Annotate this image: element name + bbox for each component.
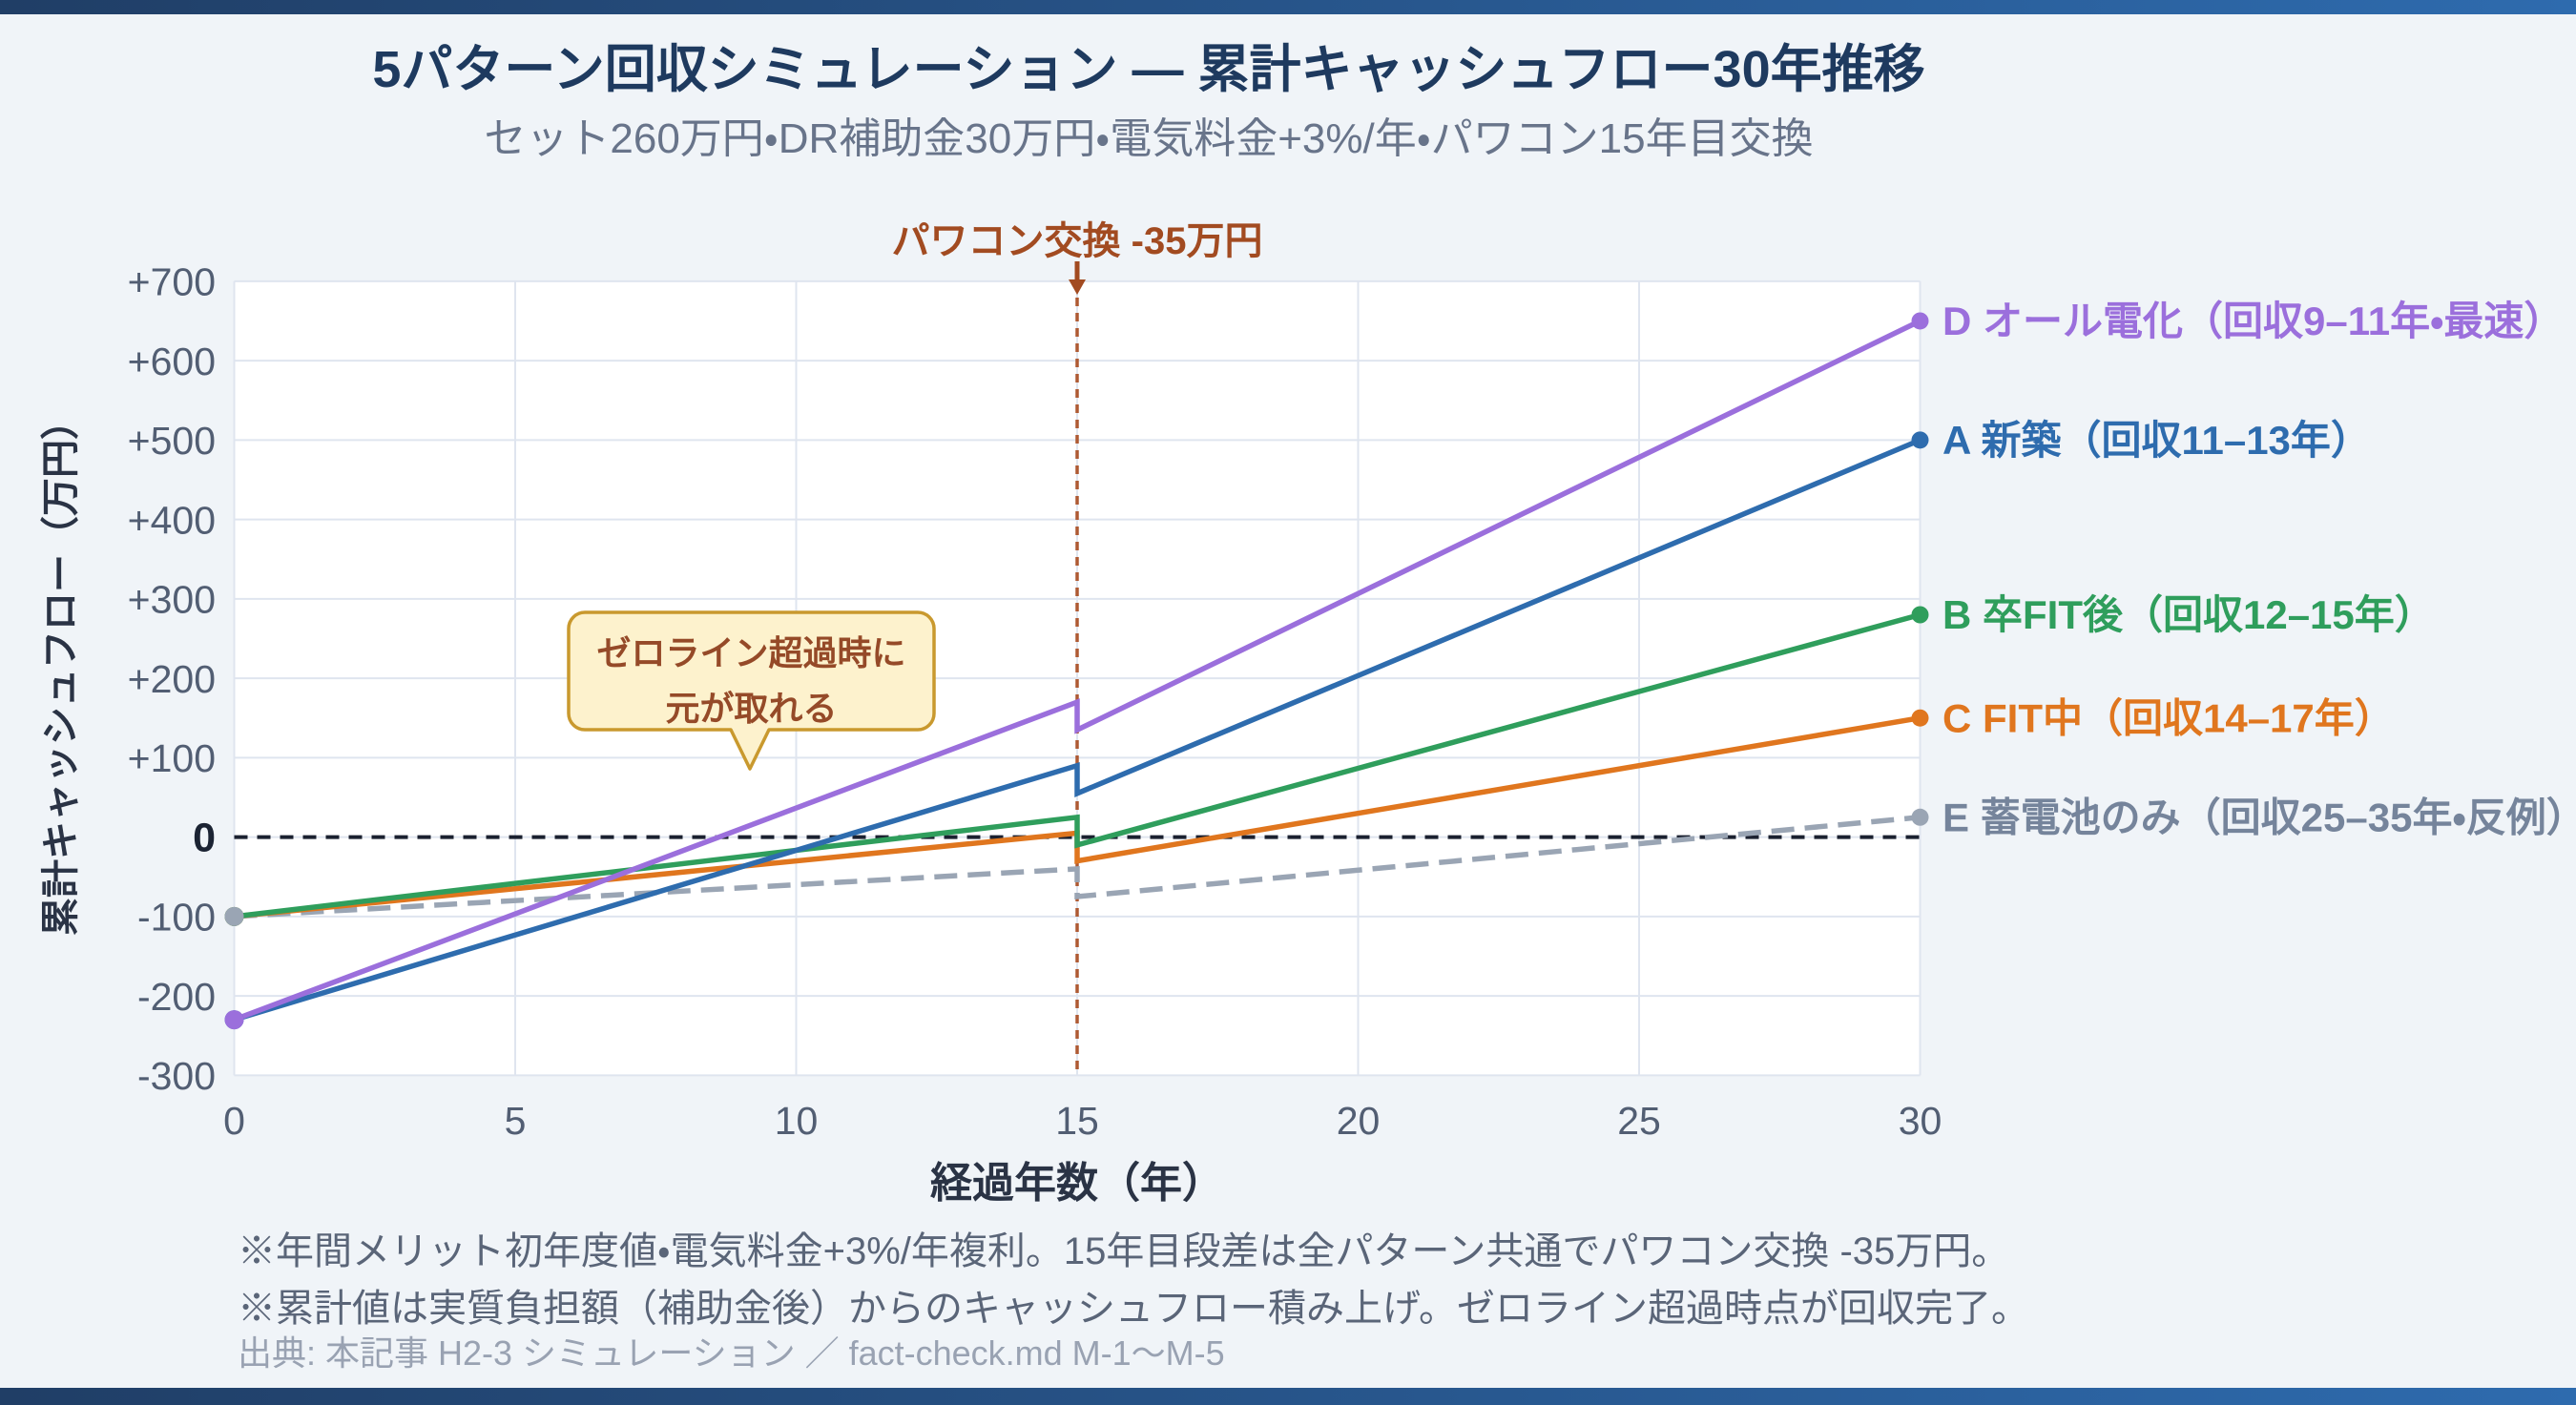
x-tick-label-10: 10	[775, 1099, 819, 1143]
y-tick-label-400: +400	[128, 498, 216, 542]
y-tick-label--200: -200	[137, 975, 216, 1019]
y-tick-label-300: +300	[128, 578, 216, 622]
event-line-label: パワコン交換 -35万円	[892, 220, 1263, 262]
y-tick-label-100: +100	[128, 736, 216, 780]
y-tick-label-500: +500	[128, 419, 216, 463]
y-tick-label-0: 0	[193, 815, 216, 860]
event-arrow-head-icon	[1069, 279, 1086, 295]
footnote-line-2: ※累計値は実質負担額（補助金後）からのキャッシュフロー積み上げ。ゼロライン超過時…	[238, 1288, 2029, 1330]
x-tick-label-0: 0	[223, 1099, 245, 1143]
chart-title: 5パターン回収シミュレーション ― 累計キャッシュフロー30年推移	[372, 41, 1925, 98]
callout-text-line-1: ゼロライン超過時に	[596, 633, 905, 672]
callout-bubble	[567, 610, 936, 771]
y-tick-label--300: -300	[137, 1054, 216, 1098]
x-tick-label-25: 25	[1617, 1099, 1661, 1143]
footnote-line-1: ※年間メリット初年度値・電気料金+3%/年複利。15年目段差は全パターン共通でパ…	[238, 1230, 2010, 1272]
series-line-B	[234, 611, 1922, 919]
series-line-D	[233, 319, 1922, 1023]
x-axis-title: 経過年数（年）	[930, 1160, 1224, 1207]
series-end-dot-D	[1911, 312, 1929, 330]
series-end-dot-C	[1911, 709, 1929, 727]
series-end-dot-B	[1911, 606, 1929, 624]
source-note: 出典: 本記事 H2-3 シミュレーション ／ fact-check.md M-…	[238, 1333, 1225, 1373]
y-tick-label-600: +600	[128, 340, 216, 383]
chart-subtitle: セット260万円・DR補助金30万円・電気料金+3%/年・パワコン15年目交換	[484, 115, 1814, 162]
series-start-dot-D	[224, 1010, 244, 1030]
series-start-dot-E	[224, 906, 244, 926]
series-line-A	[233, 437, 1922, 1023]
x-tick-label-5: 5	[505, 1099, 527, 1143]
x-tick-label-15: 15	[1055, 1099, 1099, 1143]
x-tick-label-20: 20	[1337, 1099, 1381, 1143]
y-tick-label-200: +200	[128, 657, 216, 701]
top-accent-bar	[0, 0, 2576, 14]
y-axis-title: 累計キャッシュフロー（万円）	[40, 402, 82, 936]
y-tick-label-700: +700	[128, 260, 216, 304]
bottom-accent-bar	[0, 1388, 2576, 1405]
series-label-D: D オール電化（回収9–11年・最速）	[1942, 299, 2564, 343]
x-tick-label-30: 30	[1899, 1099, 1942, 1143]
y-tick-label--100: -100	[137, 896, 216, 940]
series-label-C: C FIT中（回収14–17年）	[1942, 695, 2395, 740]
series-label-A: A 新築（回収11–13年）	[1942, 418, 2371, 463]
callout-text-line-2: 元が取れる	[665, 689, 837, 728]
series-label-B: B 卒FIT後（回収12–15年）	[1942, 592, 2435, 637]
series-label-E: E 蓄電池のみ（回収25–35年・反例）	[1942, 795, 2576, 839]
series-end-dot-A	[1911, 431, 1929, 449]
series-end-dot-E	[1911, 808, 1929, 826]
